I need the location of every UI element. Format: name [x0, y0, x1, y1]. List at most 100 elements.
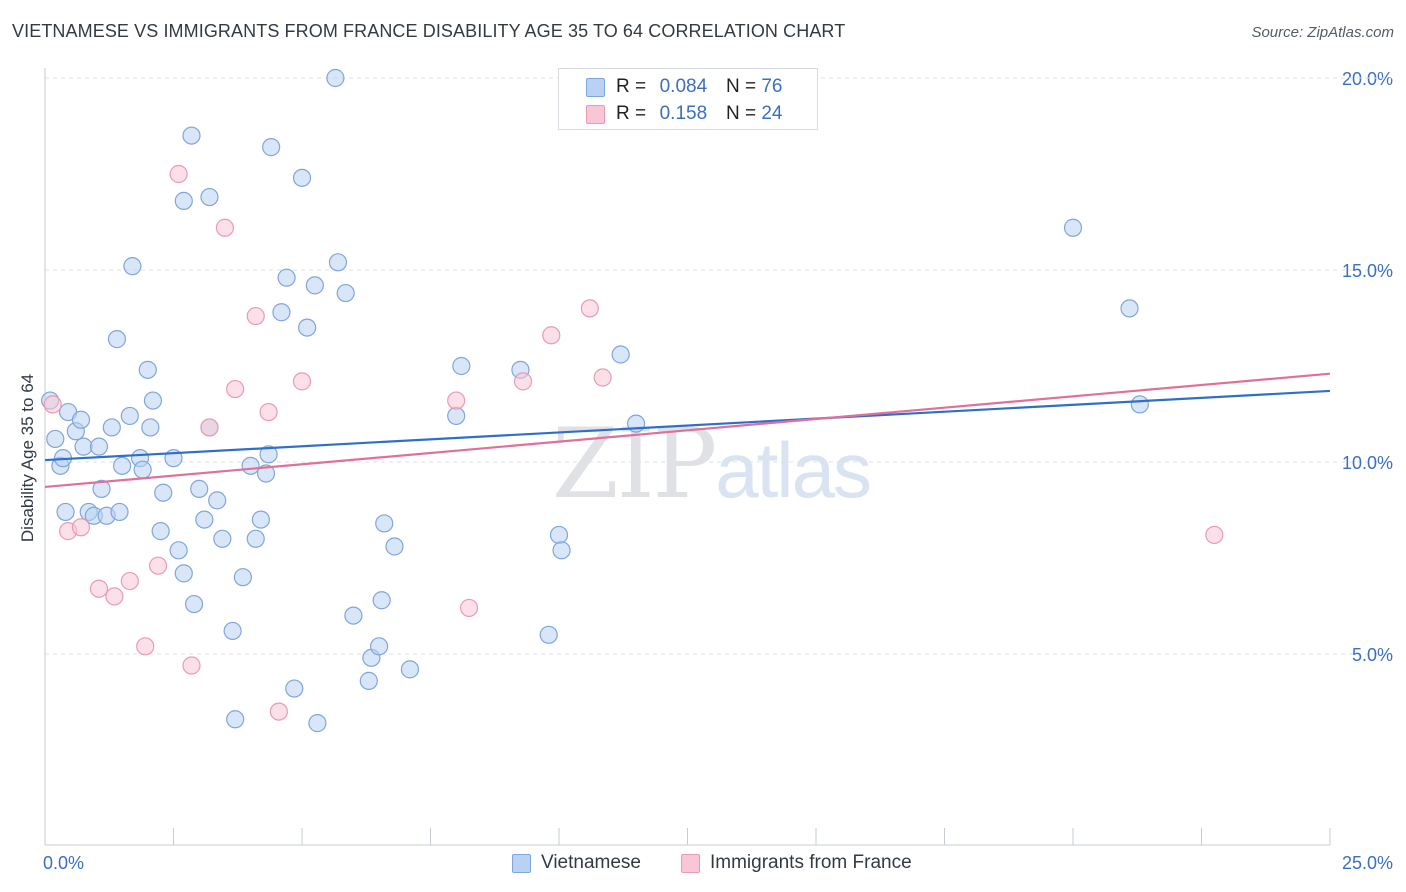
point-vietnamese: [138, 360, 157, 379]
point-vietnamese: [120, 406, 139, 426]
point-vietnamese: [233, 568, 252, 587]
legend-swatch-pink: [681, 853, 700, 873]
legend-row-france: R = 0.158 N = 24: [586, 102, 783, 126]
y-tick-label: 10.0%: [1342, 453, 1393, 473]
chart-title: VIETNAMESE VS IMMIGRANTS FROM FRANCE DIS…: [12, 21, 846, 41]
point-vietnamese: [375, 514, 394, 533]
point-france: [459, 598, 479, 618]
point-vietnamese: [549, 525, 569, 545]
point-france: [215, 218, 234, 237]
point-vietnamese: [305, 276, 324, 295]
point-france: [43, 395, 62, 414]
legend-label: Immigrants from France: [710, 852, 912, 873]
point-france: [200, 418, 219, 437]
y-tick-label: 20.0%: [1342, 69, 1393, 89]
point-vietnamese: [447, 406, 466, 426]
point-vietnamese: [251, 510, 270, 529]
point-france: [580, 299, 599, 318]
point-vietnamese: [174, 564, 193, 583]
y-axis-title: Disability Age 35 to 64: [18, 373, 37, 543]
point-vietnamese: [552, 541, 571, 560]
point-vietnamese: [272, 303, 291, 322]
legend-swatch-blue: [586, 77, 605, 97]
series-legend: Vietnamese Immigrants from France: [0, 852, 1406, 876]
trend-line-france: [44, 372, 1331, 489]
point-vietnamese: [241, 456, 260, 475]
trend-line-vietnamese: [44, 389, 1331, 462]
point-vietnamese: [112, 456, 132, 475]
point-vietnamese: [326, 68, 345, 88]
point-vietnamese: [89, 437, 109, 456]
point-vietnamese: [195, 510, 214, 529]
point-vietnamese: [141, 418, 160, 437]
n-value: 76: [761, 76, 783, 97]
point-vietnamese: [359, 671, 378, 690]
point-vietnamese: [182, 126, 201, 145]
point-vietnamese: [208, 491, 227, 510]
point-vietnamese: [611, 345, 630, 364]
point-vietnamese: [123, 257, 142, 276]
point-vietnamese: [1063, 218, 1083, 237]
point-vietnamese: [1120, 299, 1139, 318]
point-vietnamese: [262, 138, 281, 157]
point-vietnamese: [174, 191, 193, 210]
n-value: 24: [761, 103, 783, 124]
point-vietnamese: [154, 483, 173, 502]
point-france: [89, 579, 109, 598]
point-vietnamese: [539, 625, 558, 644]
point-vietnamese: [277, 268, 296, 287]
point-vietnamese: [259, 445, 278, 464]
point-france: [447, 391, 466, 410]
point-france: [542, 326, 561, 345]
point-vietnamese: [151, 522, 170, 541]
point-vietnamese: [56, 502, 75, 522]
point-vietnamese: [184, 594, 204, 614]
point-vietnamese: [92, 479, 111, 498]
point-vietnamese: [190, 479, 209, 498]
watermark-atlas: atlas: [715, 426, 872, 514]
x-tick-label: 0.0%: [43, 853, 84, 873]
point-france: [269, 702, 288, 721]
point-vietnamese: [292, 168, 312, 187]
point-france: [136, 637, 155, 656]
r-value: 0.084: [659, 76, 708, 97]
point-france: [513, 372, 533, 391]
point-france: [1205, 525, 1224, 545]
point-france: [226, 379, 245, 399]
point-vietnamese: [102, 418, 121, 437]
point-vietnamese: [200, 187, 219, 207]
point-france: [148, 556, 168, 575]
point-vietnamese: [213, 529, 232, 548]
point-vietnamese: [370, 637, 389, 656]
point-vietnamese: [400, 660, 420, 679]
point-vietnamese: [246, 529, 265, 548]
legend-label: Vietnamese: [541, 852, 641, 873]
legend-row-vietnamese: R = 0.084 N = 76: [586, 75, 783, 99]
point-vietnamese: [452, 356, 471, 376]
point-vietnamese: [226, 710, 245, 729]
point-france: [259, 402, 278, 422]
point-france: [169, 164, 188, 184]
legend-swatch-blue: [512, 853, 531, 873]
point-france: [246, 306, 265, 326]
n-label: N =: [725, 103, 757, 124]
point-vietnamese: [336, 283, 355, 303]
r-label: R =: [616, 76, 647, 97]
point-vietnamese: [256, 464, 276, 483]
r-label: R =: [616, 103, 647, 124]
point-vietnamese: [285, 679, 304, 698]
source-label: Source: ZipAtlas.com: [1251, 24, 1394, 41]
legend-swatch-pink: [586, 104, 605, 124]
point-vietnamese: [328, 253, 348, 272]
y-tick-label: 5.0%: [1352, 645, 1393, 665]
point-france: [182, 656, 201, 675]
point-france: [71, 518, 91, 537]
r-value: 0.158: [659, 103, 708, 124]
point-vietnamese: [110, 502, 129, 522]
point-vietnamese: [372, 591, 391, 610]
point-france: [105, 587, 124, 606]
legend-item-france: Immigrants from France: [681, 852, 912, 874]
point-vietnamese: [308, 714, 327, 733]
point-vietnamese: [71, 410, 91, 429]
